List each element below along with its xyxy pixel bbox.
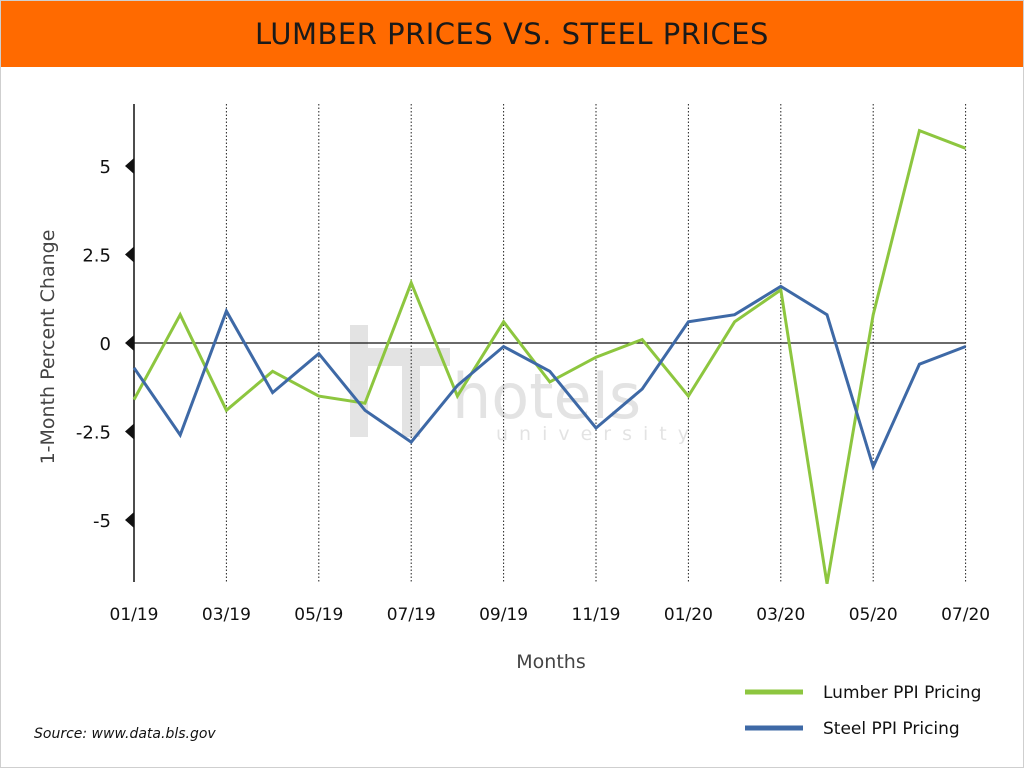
y-tick-marker <box>125 423 134 440</box>
x-axis-label: Months <box>516 651 585 673</box>
x-tick-label: 05/19 <box>294 605 343 625</box>
y-tick-marker <box>125 158 134 174</box>
watermark-brand-text: hotels <box>452 360 641 433</box>
y-tick-label: 0 <box>100 334 111 355</box>
watermark-logo: hotels university <box>350 325 700 445</box>
y-tick-marker <box>125 512 134 528</box>
watermark-sub-text: university <box>496 423 700 445</box>
chart-title: LUMBER PRICES VS. STEEL PRICES <box>255 17 769 51</box>
x-tick-label: 05/20 <box>849 605 898 625</box>
y-tick-label: -2.5 <box>76 423 111 444</box>
series <box>132 128 967 584</box>
x-tick-label: 07/20 <box>941 605 990 625</box>
y-tick-marker <box>125 246 134 263</box>
y-tick-label: 5 <box>100 157 111 178</box>
series-line-steel <box>132 284 967 472</box>
x-tick-label: 01/20 <box>664 605 713 625</box>
legend-label-lumber: Lumber PPI Pricing <box>823 683 981 703</box>
x-tick-label: 03/19 <box>202 605 251 625</box>
y-tick-label: 2.5 <box>82 246 111 267</box>
x-tick-label: 03/20 <box>756 605 805 625</box>
series-line-lumber <box>132 128 967 584</box>
x-tick-label: 09/19 <box>479 605 528 625</box>
source-note: Source: www.data.bls.gov <box>34 726 216 742</box>
y-tick-label: -5 <box>93 511 111 532</box>
x-tick-label: 11/19 <box>572 605 621 625</box>
axes: 5 2.5 0 -2.5 -5 01/19 03/19 05/19 07/19 09/19 11/1… <box>76 104 990 625</box>
x-tick-label: 01/19 <box>110 605 159 625</box>
legend: Lumber PPI Pricing Steel PPI Pricing <box>745 683 981 739</box>
x-tick-label: 07/19 <box>387 605 436 625</box>
title-bar: LUMBER PRICES VS. STEEL PRICES <box>1 1 1023 67</box>
y-axis-label: 1-Month Percent Change <box>37 230 59 465</box>
legend-label-steel: Steel PPI Pricing <box>823 719 960 739</box>
y-tick-marker <box>125 335 134 351</box>
